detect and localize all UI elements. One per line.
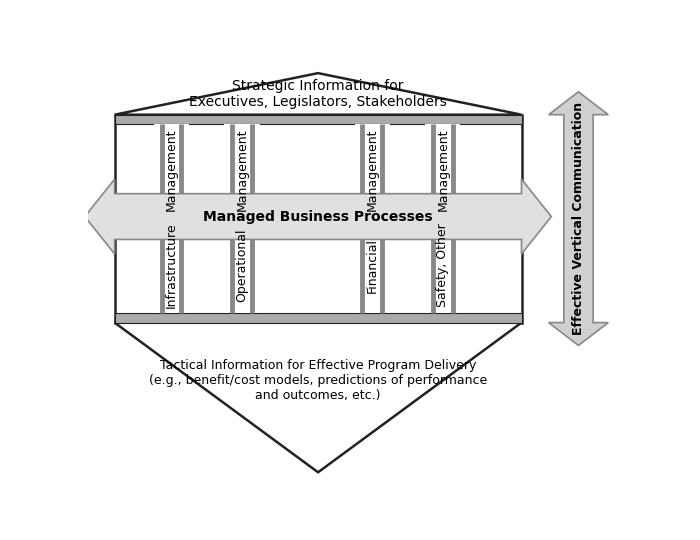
- Polygon shape: [115, 322, 522, 472]
- Text: Management: Management: [366, 129, 379, 212]
- Polygon shape: [549, 92, 608, 346]
- Bar: [425, 124, 461, 313]
- Text: Infrastructure: Infrastructure: [165, 222, 178, 308]
- Text: Managed Business Processes: Managed Business Processes: [203, 210, 433, 224]
- Bar: [115, 114, 522, 322]
- Bar: [115, 114, 522, 124]
- Text: Safety, Other: Safety, Other: [436, 223, 449, 307]
- Text: Management: Management: [236, 129, 248, 212]
- Text: Strategic Information for
Executives, Legislators, Stakeholders: Strategic Information for Executives, Le…: [189, 79, 447, 109]
- Text: Effective Vertical Communication: Effective Vertical Communication: [572, 102, 585, 335]
- Text: Management: Management: [165, 129, 178, 212]
- Polygon shape: [115, 73, 522, 114]
- Bar: [355, 124, 390, 313]
- Polygon shape: [85, 179, 552, 254]
- Text: Operational: Operational: [236, 228, 248, 302]
- Text: Financial: Financial: [366, 238, 379, 293]
- Bar: [225, 124, 260, 313]
- Text: Tactical Information for Effective Program Delivery
(e.g., benefit/cost models, : Tactical Information for Effective Progr…: [149, 359, 487, 402]
- Bar: [154, 124, 189, 313]
- Bar: [115, 313, 522, 322]
- Text: Management: Management: [436, 129, 449, 212]
